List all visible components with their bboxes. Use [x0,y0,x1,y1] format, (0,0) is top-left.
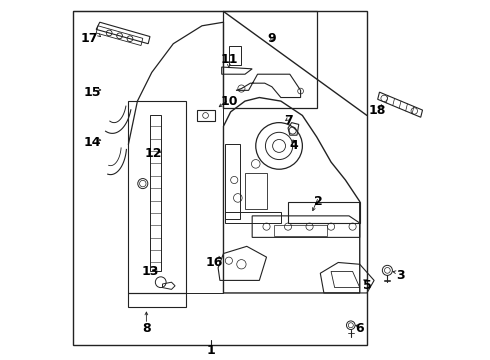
Text: 12: 12 [145,147,162,159]
Text: 14: 14 [84,136,101,149]
Text: 16: 16 [206,256,223,269]
Text: 2: 2 [314,195,323,208]
Text: 5: 5 [363,279,371,292]
Text: 6: 6 [355,322,364,335]
Text: 10: 10 [220,95,238,108]
Text: 17: 17 [80,32,98,45]
Text: 4: 4 [289,139,298,152]
Text: 1: 1 [207,344,215,357]
Text: 13: 13 [141,265,159,278]
Text: 11: 11 [220,53,238,66]
Text: 15: 15 [84,86,101,99]
Text: 18: 18 [369,104,387,117]
Text: 9: 9 [268,32,276,45]
Text: 7: 7 [284,114,293,127]
Text: 3: 3 [397,269,405,282]
Text: 8: 8 [142,322,151,335]
